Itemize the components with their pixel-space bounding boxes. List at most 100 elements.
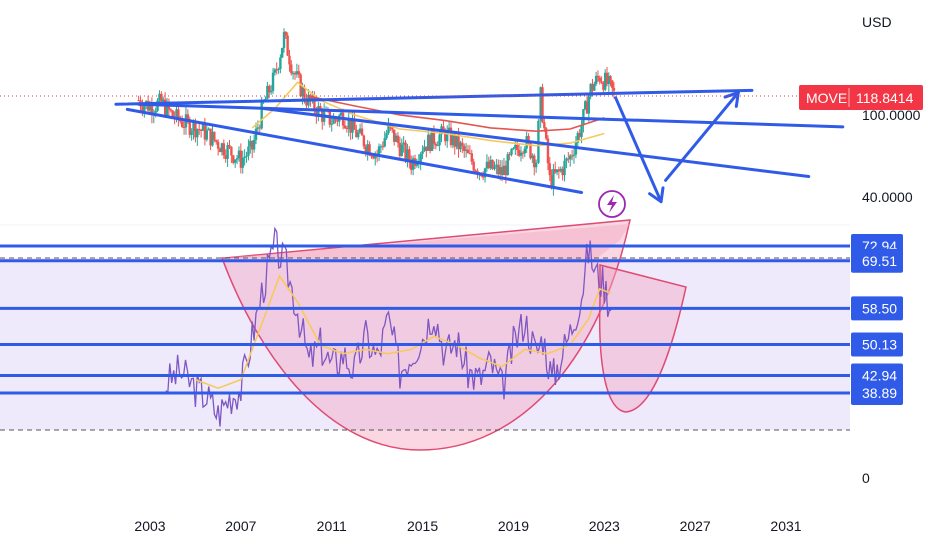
candle-body [472,161,475,171]
candle-body [137,100,140,102]
x-tick-label: 2011 [317,518,347,534]
candle-body [345,128,349,130]
candle-body [508,154,511,156]
candle-body [368,144,371,156]
candle-body [546,138,550,164]
candle-body [186,114,190,120]
candle-body [425,146,428,151]
rsi-series-2 [195,274,612,390]
candle-body [451,134,455,146]
candle-body [295,71,299,75]
candle-body [506,154,509,176]
candle-body [517,150,521,156]
candle-body [188,119,191,135]
candle-body [224,155,227,159]
candle-body [436,145,439,147]
candle-body [198,129,201,131]
candle-body [529,141,532,159]
candle-body [570,155,574,157]
candle-body [427,134,430,151]
candle-body [280,47,284,58]
level-tag-4 [851,332,903,357]
level-value-5: 42.94 [862,368,897,384]
candle-body [584,101,587,110]
candle-body [251,140,254,150]
candle-body [163,99,167,116]
candle-body [249,140,252,147]
candle-body [366,144,369,153]
candle-body [315,110,318,117]
candle-body [464,149,468,152]
lightning-icon[interactable] [598,190,626,218]
candle-body [611,80,614,88]
candle-body [438,134,441,146]
candle-body [447,127,451,130]
candle-body [228,145,231,147]
rsi-tick-0: 0 [862,470,870,486]
candle-body [357,132,360,138]
candle-body [453,134,456,147]
candle-body [290,64,293,74]
candle-body [463,145,466,152]
candle-body [332,117,335,124]
rsi-series-1 [165,226,612,427]
candle-body [563,160,566,176]
candle-body [585,101,589,114]
candle-body [557,169,561,172]
candle-body [241,157,244,168]
candle-body [493,166,496,170]
candle-body [498,167,502,175]
candle-body [282,31,286,48]
candle-body [182,126,186,128]
candle-body [268,85,271,93]
candle-body [190,131,193,135]
candle-body [381,146,385,148]
candle-body [177,109,180,120]
candle-body [336,119,339,122]
candle-body [360,128,364,136]
candle-body [415,162,419,166]
candle-body [266,85,269,99]
candle-body [428,134,432,151]
candle-body [143,104,146,112]
candle-body [541,87,544,123]
candle-body [587,96,591,114]
forecast-arrow-head-2 [723,91,740,108]
candle-body [297,71,300,75]
candle-body [233,159,237,163]
candle-body [279,57,282,69]
candle-body [226,145,229,159]
candle-body [232,155,235,163]
candle-body [180,121,184,127]
candle-body [211,131,214,146]
candle-body [432,129,436,144]
candle-body [468,153,472,155]
candle-body [309,94,312,101]
level-value-4: 50.13 [862,336,897,352]
candle-body [504,165,508,176]
x-tick-label: 2027 [680,518,711,534]
candle-body [351,118,354,133]
candle-body [510,149,513,155]
candle-body [576,132,579,143]
level-tag-2 [851,248,903,273]
candle-body [383,138,386,147]
candle-body [311,95,314,101]
candle-body [533,155,536,168]
candle-body [245,155,248,157]
candle-body [154,110,157,113]
candle-body [607,76,611,85]
candle-body [459,142,462,150]
candle-body [430,129,434,151]
candle-body [220,143,224,153]
candle-body [603,72,607,90]
candle-body [258,127,261,129]
cup-rim-shape [222,224,630,260]
candle-body [421,151,424,154]
candle-body [235,158,239,160]
candle-body [355,129,358,138]
candle-body [339,112,343,116]
candle-body [288,55,291,65]
candle-body [162,99,165,102]
candle-body [398,142,402,157]
